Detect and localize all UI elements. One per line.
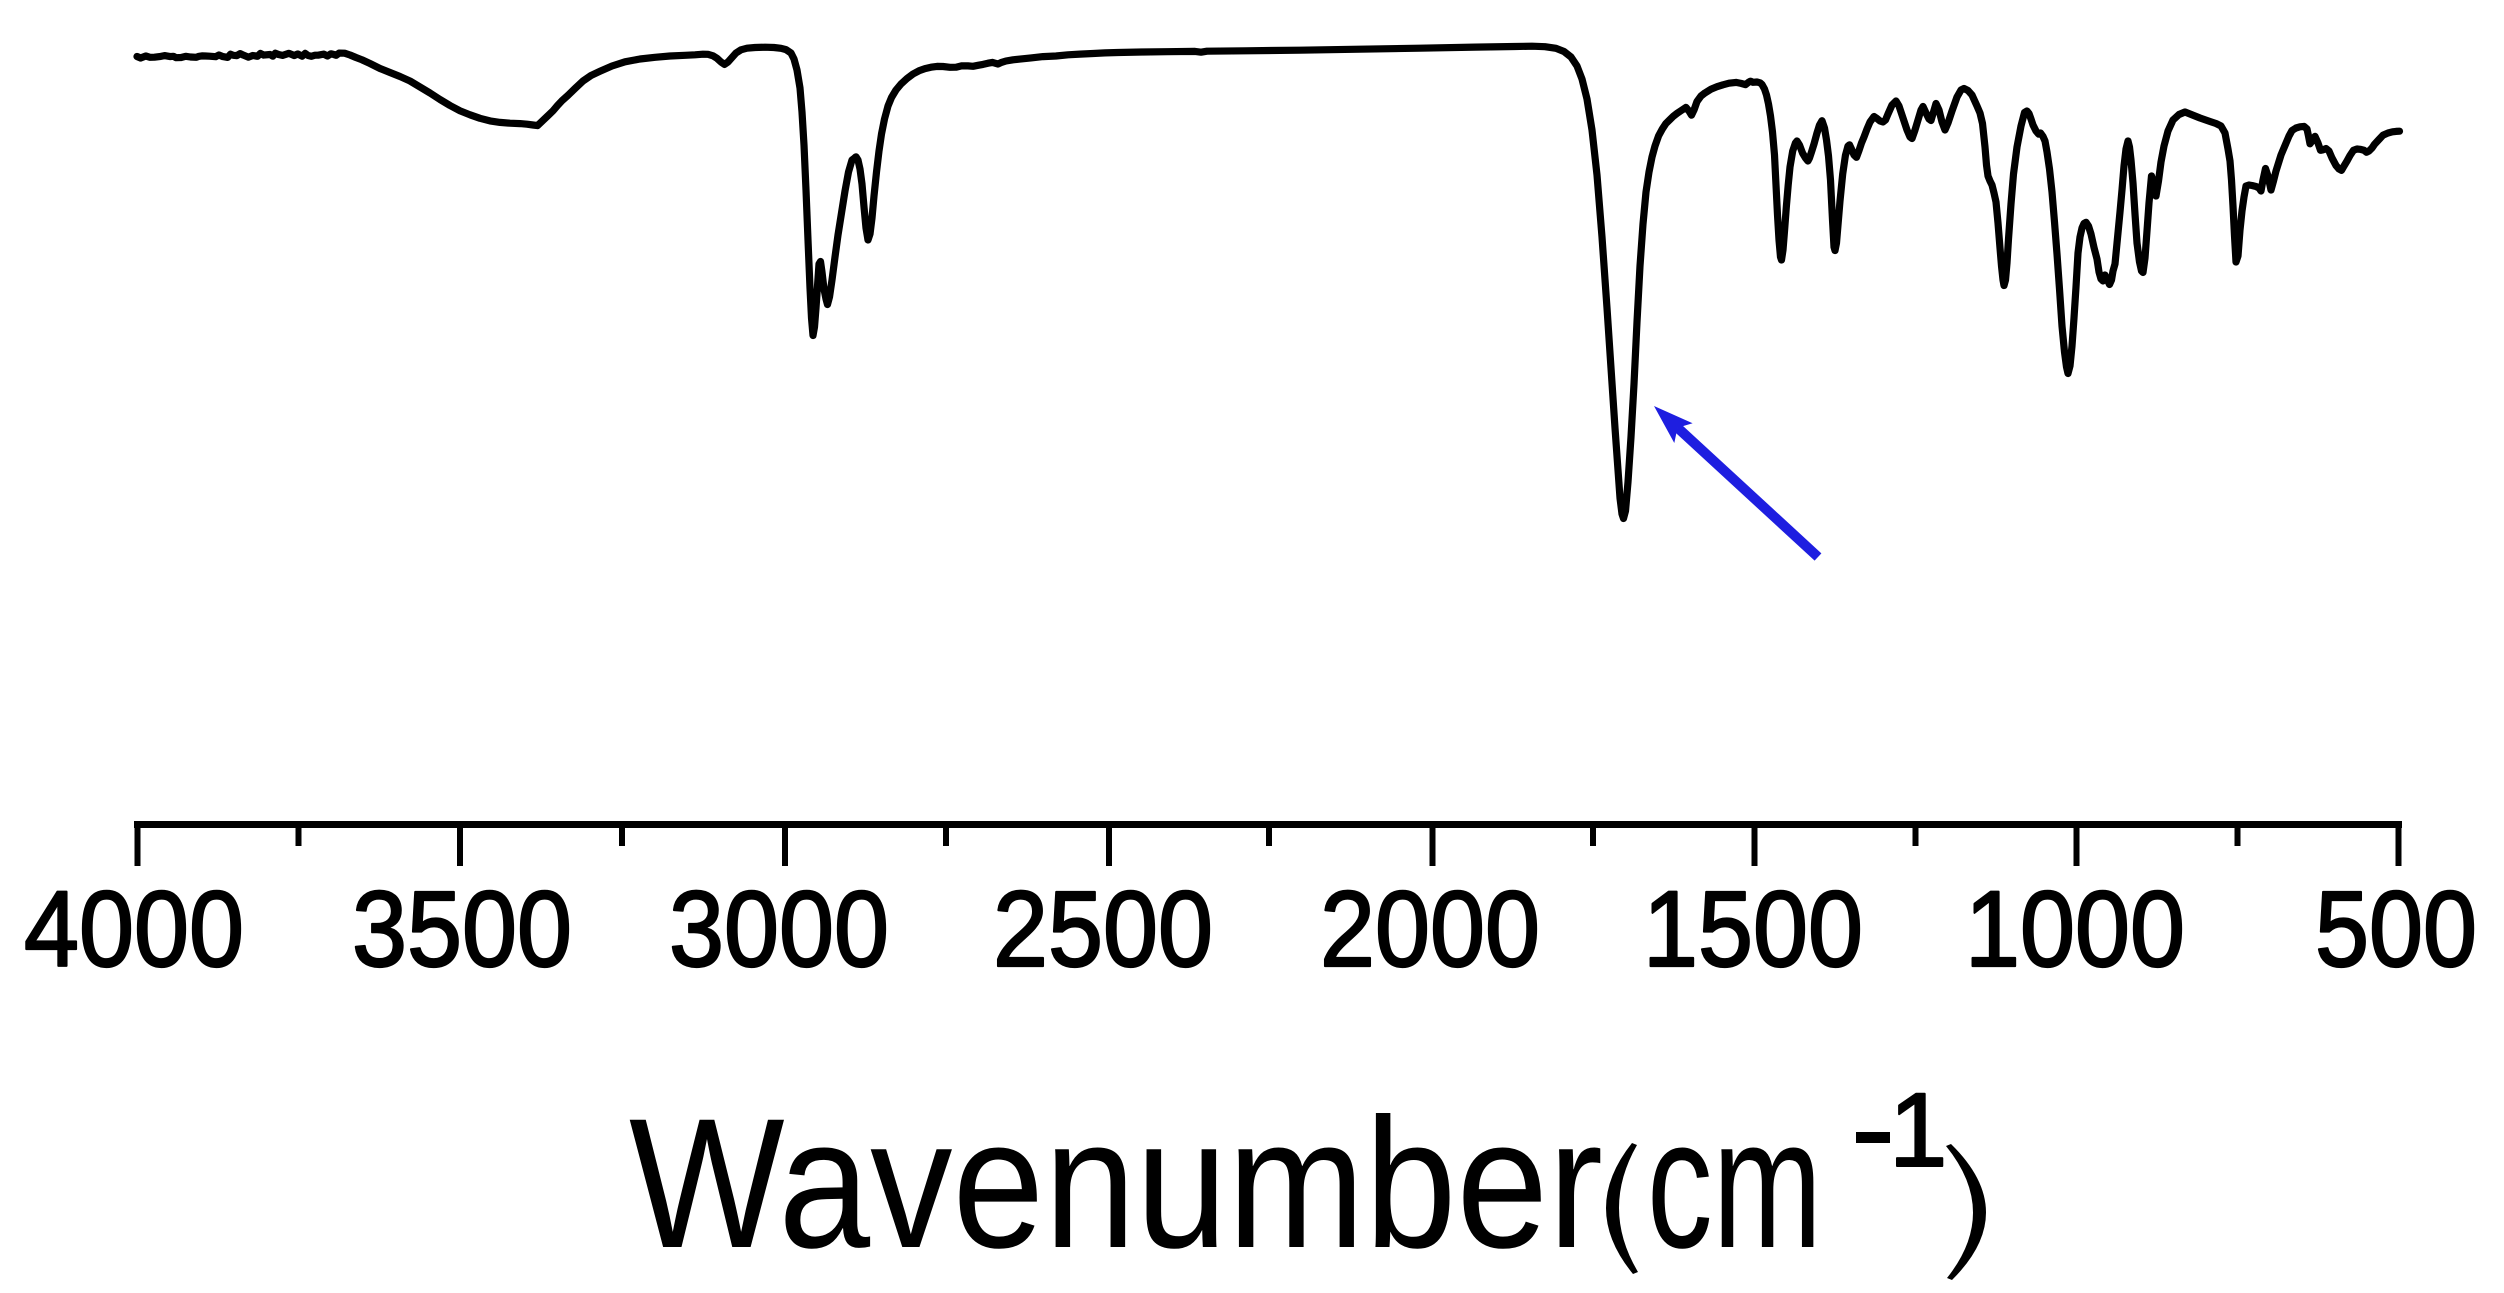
svg-text:500: 500: [2315, 868, 2477, 989]
svg-text:1500: 1500: [1643, 868, 1863, 989]
svg-text:2500: 2500: [993, 868, 1213, 989]
svg-text:Wavenumber: Wavenumber: [629, 1081, 1603, 1287]
svg-text:3500: 3500: [352, 868, 572, 989]
svg-text:4000: 4000: [24, 868, 244, 989]
svg-text:1: 1: [1889, 1072, 1947, 1189]
svg-text:cm: cm: [1647, 1081, 1822, 1287]
svg-text:2000: 2000: [1320, 868, 1540, 989]
svg-text:3000: 3000: [669, 868, 889, 989]
svg-text:1000: 1000: [1965, 868, 2185, 989]
